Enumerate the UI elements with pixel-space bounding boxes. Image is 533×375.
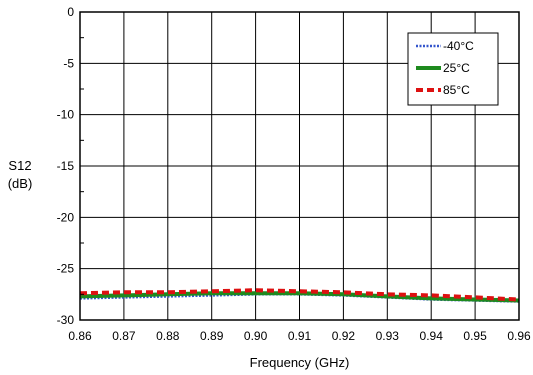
y-tick-label-0: 0	[67, 5, 74, 19]
y-tick-label-4: -20	[57, 210, 75, 224]
y-tick-label-5: -25	[57, 262, 75, 276]
x-tick-label-6: 0.92	[332, 329, 356, 343]
x-tick-label-10: 0.96	[507, 329, 531, 343]
x-tick-label-8: 0.94	[420, 329, 444, 343]
x-tick-label-0: 0.86	[68, 329, 92, 343]
series-line-2	[79, 288, 520, 302]
legend-label-2: 85°C	[443, 83, 470, 97]
x-tick-label-7: 0.93	[376, 329, 400, 343]
x-tick-label-3: 0.89	[200, 329, 224, 343]
series-line-1	[79, 291, 520, 303]
x-tick-label-9: 0.95	[463, 329, 487, 343]
x-tick-label-2: 0.88	[156, 329, 180, 343]
y-axis-title-line1: S12	[8, 158, 31, 173]
y-tick-label-3: -15	[57, 159, 75, 173]
y-tick-label-6: -30	[57, 313, 75, 327]
legend-label-1: 25°C	[443, 61, 470, 75]
legend: -40°C 25°C 85°C	[407, 32, 499, 106]
x-axis-title: Frequency (GHz)	[250, 355, 350, 370]
y-tick-labels: 0 -5 -10 -15 -20 -25 -30	[57, 5, 75, 327]
x-tick-label-5: 0.91	[288, 329, 312, 343]
y-tick-label-2: -10	[57, 108, 75, 122]
x-tick-label-4: 0.90	[244, 329, 268, 343]
y-axis-title-line2: (dB)	[8, 176, 33, 191]
tick-marks	[80, 37, 84, 295]
y-tick-label-1: -5	[63, 56, 74, 70]
series-lines	[79, 288, 520, 303]
x-tick-label-1: 0.87	[112, 329, 136, 343]
legend-label-0: -40°C	[443, 39, 474, 53]
x-tick-labels: 0.86 0.87 0.88 0.89 0.90 0.91 0.92 0.93 0.94 0.95…	[68, 329, 531, 343]
plot-frame	[79, 11, 520, 321]
